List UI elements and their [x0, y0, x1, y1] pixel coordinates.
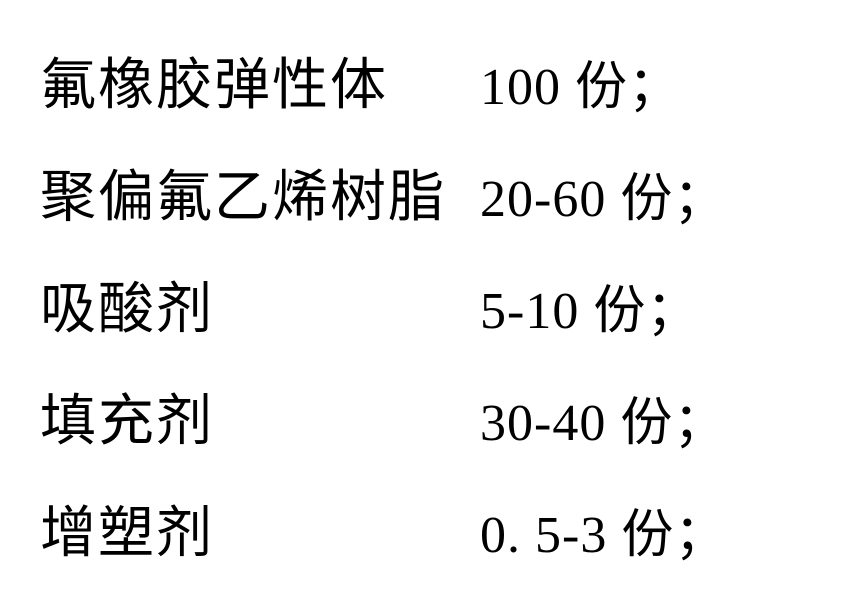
ingredient-name: 增塑剂	[40, 478, 480, 590]
ingredient-name: 吸酸剂	[40, 254, 480, 366]
ingredient-amount: 100 份；	[480, 32, 681, 144]
ingredient-amount: 30-40 份；	[480, 368, 726, 480]
ingredient-name: 氟橡胶弹性体	[40, 30, 480, 142]
ingredient-amount: 0. 5-3 份；	[480, 480, 727, 592]
ingredient-name: 填充剂	[40, 366, 480, 478]
table-row: 填充剂 30-40 份；	[40, 366, 805, 478]
table-row: 聚偏氟乙烯树脂 20-60 份；	[40, 142, 805, 254]
table-row: 吸酸剂 5-10 份；	[40, 254, 805, 366]
formulation-table: 氟橡胶弹性体 100 份； 聚偏氟乙烯树脂 20-60 份； 吸酸剂 5-10 …	[0, 0, 845, 610]
ingredient-amount: 20-60 份；	[480, 144, 726, 256]
table-row: 氟橡胶弹性体 100 份；	[40, 30, 805, 142]
table-row: 增塑剂 0. 5-3 份；	[40, 478, 805, 590]
ingredient-amount: 5-10 份；	[480, 256, 699, 368]
ingredient-name: 聚偏氟乙烯树脂	[40, 142, 480, 254]
